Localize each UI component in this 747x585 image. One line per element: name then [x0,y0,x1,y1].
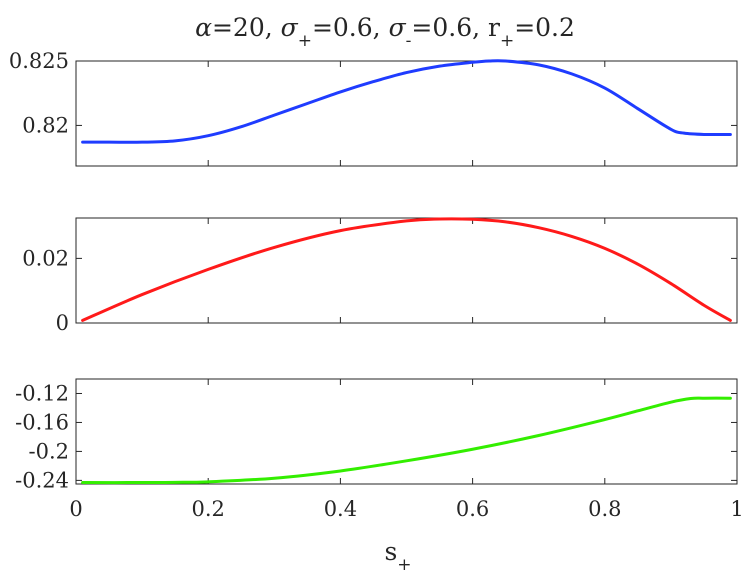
title-r-plus-value: =0.2 [514,13,575,42]
middle-panel: 00.02 [22,217,738,335]
bottom-panel: -0.24 -0.2 -0.16 -0.12 [15,378,738,492]
x-tick-label: 0.6 [456,497,489,521]
title-r-plus-symbol: r [488,13,500,42]
bottom-y-tick-label: -0.24 [15,468,69,492]
top-y-tick-label: 0.82 [22,113,69,137]
bottom-y-tick-label: -0.2 [29,439,70,463]
title-sigma-plus-value: =0.6, [312,13,389,42]
title-r-plus-sub: + [500,31,514,51]
middle-series-line [81,217,732,322]
title-sigma-minus-sub: - [406,31,412,51]
title-alpha-value: =20, [212,13,281,42]
title-sigma-plus-sub: + [298,31,312,51]
bottom-series-line [81,396,732,485]
top-y-tick-label: 0.825 [9,49,69,73]
middle-y-tick-label: 0 [56,311,69,335]
bottom-panel-frame [75,378,738,485]
x-axis: 0 0.2 0.4 0.6 0.8 1 [69,497,743,521]
x-axis-label: s+ [384,537,411,575]
x-tick-label: 1 [730,497,743,521]
x-axis-label-main: s [384,537,397,566]
title-sigma-minus-symbol: σ [389,13,407,42]
top-panel-frame [75,60,738,167]
top-panel: 0.82 0.825 [9,49,738,167]
middle-panel-frame [75,217,738,324]
x-axis-label-sub: + [397,555,411,575]
x-tick-label: 0 [69,497,82,521]
bottom-y-tick-label: -0.16 [15,410,69,434]
x-tick-label: 0.2 [191,497,224,521]
title-sigma-minus-value: =0.6, [411,13,488,42]
chart-title: α=20, σ+=0.6, σ-=0.6, r+=0.2 [195,13,575,51]
title-sigma-plus-symbol: σ [281,13,299,42]
title-alpha-symbol: α [195,13,212,42]
x-tick-label: 0.8 [588,497,621,521]
x-tick-label: 0.4 [324,497,357,521]
top-series-line [81,59,732,144]
middle-y-tick-label: 0.02 [22,246,69,270]
bottom-y-tick-label: -0.12 [15,381,69,405]
